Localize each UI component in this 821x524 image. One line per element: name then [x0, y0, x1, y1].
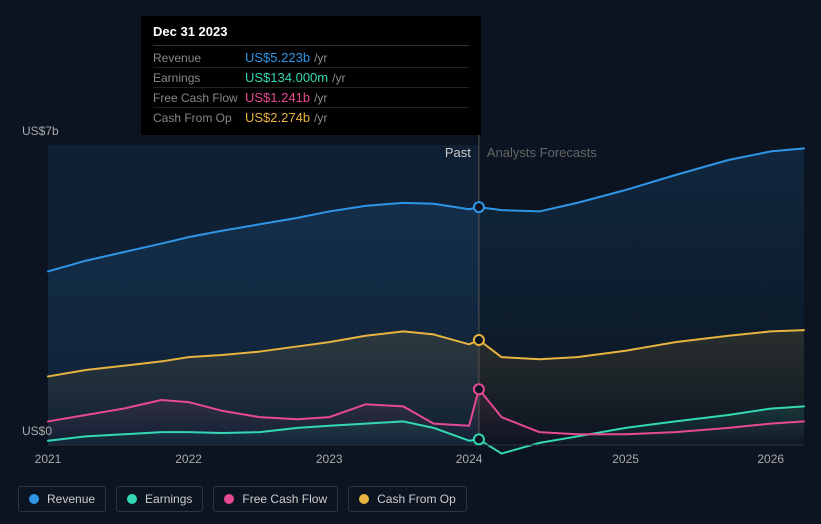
legend-item-cash-from-op[interactable]: Cash From Op [348, 486, 467, 512]
tooltip-value: US$1.241b [245, 90, 310, 105]
legend-label: Cash From Op [377, 492, 456, 506]
x-tick: 2026 [757, 452, 784, 466]
legend-label: Free Cash Flow [242, 492, 327, 506]
tooltip-row: Free Cash FlowUS$1.241b/yr [153, 88, 469, 108]
tooltip-row: Cash From OpUS$2.274b/yr [153, 108, 469, 127]
x-tick: 2024 [456, 452, 483, 466]
y-label-top: US$7b [22, 124, 59, 138]
x-tick: 2022 [175, 452, 202, 466]
chart-tooltip: Dec 31 2023 RevenueUS$5.223b/yrEarningsU… [141, 16, 481, 135]
x-tick: 2025 [612, 452, 639, 466]
legend-label: Revenue [47, 492, 95, 506]
tooltip-value: US$5.223b [245, 50, 310, 65]
tooltip-unit: /yr [314, 91, 327, 105]
chart-legend: Revenue Earnings Free Cash Flow Cash From O… [18, 486, 467, 512]
tooltip-label: Earnings [153, 71, 245, 85]
x-tick: 2023 [316, 452, 343, 466]
marker-free_cash_flow [474, 384, 484, 394]
legend-swatch [224, 494, 234, 504]
tooltip-label: Free Cash Flow [153, 91, 245, 105]
marker-revenue [474, 202, 484, 212]
tooltip-unit: /yr [314, 51, 327, 65]
tooltip-row: RevenueUS$5.223b/yr [153, 48, 469, 68]
legend-swatch [359, 494, 369, 504]
marker-cash_from_op [474, 335, 484, 345]
region-label-past: Past [445, 145, 471, 160]
legend-label: Earnings [145, 492, 192, 506]
tooltip-unit: /yr [332, 71, 345, 85]
tooltip-value: US$134.000m [245, 70, 328, 85]
x-tick: 2021 [35, 452, 62, 466]
tooltip-unit: /yr [314, 111, 327, 125]
legend-swatch [127, 494, 137, 504]
tooltip-label: Revenue [153, 51, 245, 65]
legend-item-earnings[interactable]: Earnings [116, 486, 203, 512]
tooltip-date: Dec 31 2023 [153, 24, 469, 46]
y-label-bottom: US$0 [22, 424, 52, 438]
legend-swatch [29, 494, 39, 504]
tooltip-label: Cash From Op [153, 111, 245, 125]
tooltip-value: US$2.274b [245, 110, 310, 125]
marker-earnings [474, 434, 484, 444]
tooltip-row: EarningsUS$134.000m/yr [153, 68, 469, 88]
legend-item-revenue[interactable]: Revenue [18, 486, 106, 512]
legend-item-free-cash-flow[interactable]: Free Cash Flow [213, 486, 338, 512]
region-label-forecast: Analysts Forecasts [487, 145, 597, 160]
